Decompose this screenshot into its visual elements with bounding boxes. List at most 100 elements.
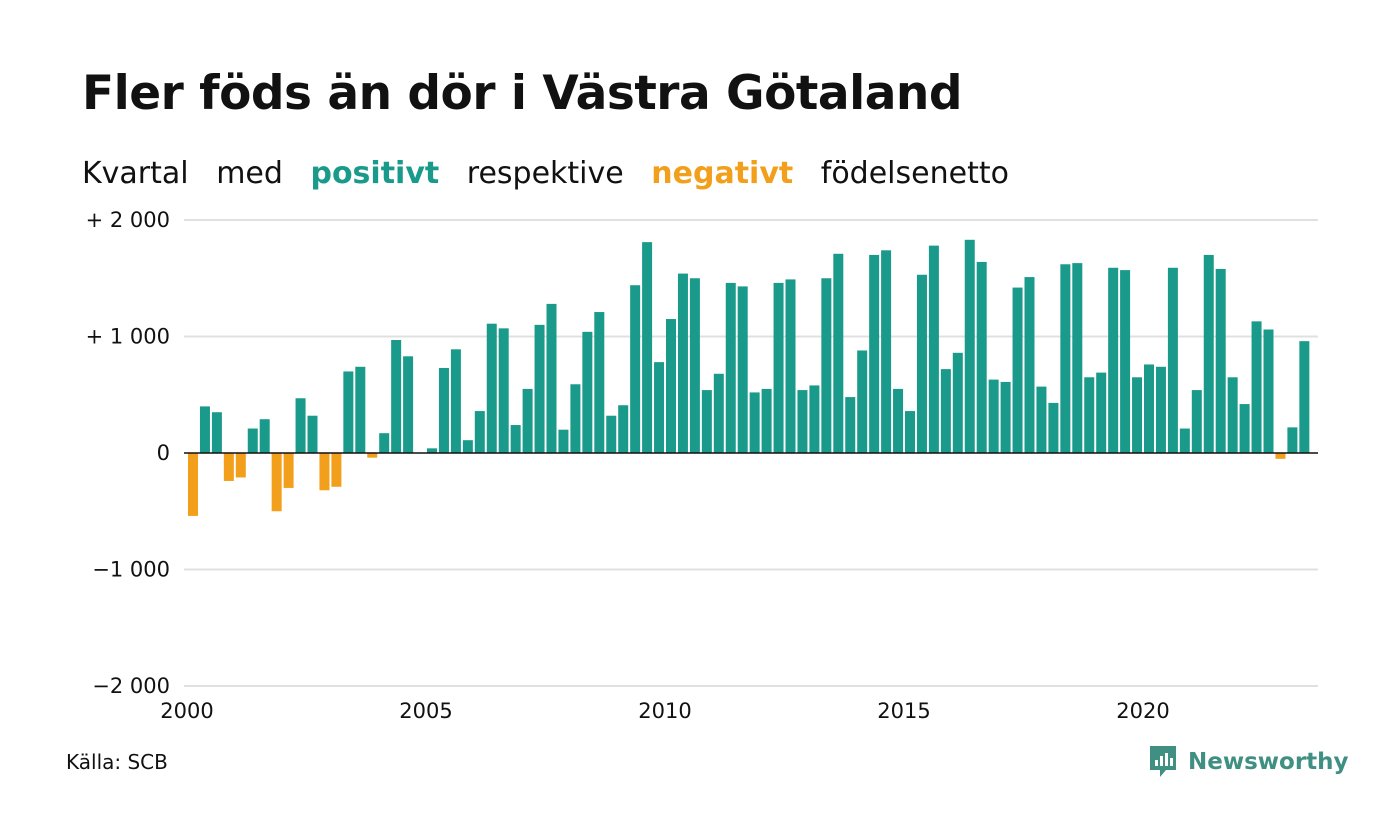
bar: [1072, 263, 1083, 453]
bar: [1251, 321, 1262, 453]
bar: [881, 250, 892, 453]
bar: [988, 379, 999, 453]
bar: [259, 419, 270, 453]
subtitle-word-med: med: [216, 156, 283, 191]
bar: [857, 350, 868, 453]
bar: [1048, 402, 1059, 453]
y-tick-label: 0: [157, 441, 170, 465]
bar: [1299, 341, 1310, 453]
bar: [761, 388, 772, 453]
bar: [367, 453, 378, 458]
bar: [1275, 453, 1286, 459]
subtitle-word-respektive: respektive: [466, 156, 624, 191]
bar: [1120, 270, 1131, 453]
bar: [1287, 427, 1298, 453]
bar: [582, 331, 593, 453]
bar: [534, 324, 545, 453]
bar: [1024, 277, 1035, 453]
bar: [1203, 254, 1214, 453]
bar: [295, 398, 306, 453]
bar: [1000, 381, 1011, 453]
bar: [188, 453, 198, 516]
chart-title: Fler föds än dör i Västra Götaland: [82, 66, 963, 121]
bar: [666, 319, 676, 453]
bar: [522, 388, 533, 453]
bar: [940, 369, 951, 453]
bar: [391, 339, 402, 453]
bar: [1179, 428, 1190, 453]
bars: [188, 239, 1310, 516]
x-axis-tick-labels: 2000 2005 2010 2015 2020: [160, 699, 1169, 723]
bar: [355, 366, 366, 453]
x-tick-label: 2000: [160, 699, 213, 723]
bar: [1132, 377, 1143, 453]
bar: [833, 253, 844, 453]
bar: [630, 285, 641, 453]
bar: [1144, 364, 1154, 453]
bar: [785, 279, 796, 453]
bar: [952, 352, 963, 453]
bar: [343, 371, 354, 453]
bar: [1060, 264, 1071, 453]
bar: [1215, 268, 1226, 453]
bar: [928, 245, 939, 453]
newsworthy-logo-icon: [1150, 746, 1176, 777]
bar: [1155, 366, 1166, 453]
bar: [869, 254, 880, 453]
subtitle-word-kvartal: Kvartal: [82, 156, 189, 191]
bar: [1263, 329, 1274, 453]
bar: [1191, 390, 1202, 453]
bar: [510, 425, 521, 453]
bar: [725, 282, 736, 453]
bar: [689, 278, 700, 453]
bar: [546, 303, 557, 453]
x-tick-label: 2010: [638, 699, 691, 723]
chart-subtitle: Kvartal med positivt respektive negativt…: [82, 156, 1027, 191]
bar: [438, 367, 449, 453]
bar: [427, 448, 437, 453]
bar: [199, 406, 210, 453]
bar: [677, 273, 688, 453]
bar: [964, 239, 975, 453]
source-label: Källa: SCB: [66, 750, 168, 774]
bar: [211, 412, 222, 453]
bar: [283, 453, 294, 488]
bar: [319, 453, 330, 491]
bar: [1167, 267, 1178, 453]
bar: [403, 356, 414, 453]
subtitle-positive-label: positivt: [310, 156, 440, 191]
bar: [1239, 404, 1250, 453]
x-tick-label: 2005: [399, 699, 452, 723]
bar: [893, 388, 904, 453]
bar: [223, 453, 234, 481]
bar: [1012, 287, 1023, 453]
bar: [1227, 377, 1238, 453]
bar: [905, 411, 915, 453]
bar: [307, 415, 318, 453]
y-tick-label: −1 000: [92, 558, 170, 582]
bar: [1108, 267, 1119, 453]
x-tick-label: 2015: [877, 699, 930, 723]
bar: [797, 390, 808, 453]
brand-name: Newsworthy: [1188, 749, 1349, 775]
bar: [474, 411, 485, 453]
bar: [486, 323, 497, 453]
bar: [247, 428, 258, 453]
bar: [570, 384, 581, 453]
newsworthy-logo: Newsworthy: [1148, 744, 1349, 780]
bar: [618, 405, 629, 453]
bar: [713, 373, 724, 453]
bar: [737, 286, 748, 453]
subtitle-negative-label: negativt: [651, 156, 794, 191]
bar: [450, 349, 461, 453]
subtitle-word-fodelsenetto: födelsenetto: [820, 156, 1009, 191]
bar: [235, 453, 246, 478]
bar: [773, 282, 784, 453]
bar: [749, 392, 760, 453]
bar: [654, 362, 665, 453]
bar: [701, 390, 712, 453]
bar: [845, 397, 856, 453]
x-tick-label: 2020: [1116, 699, 1169, 723]
bar: [1096, 372, 1107, 453]
